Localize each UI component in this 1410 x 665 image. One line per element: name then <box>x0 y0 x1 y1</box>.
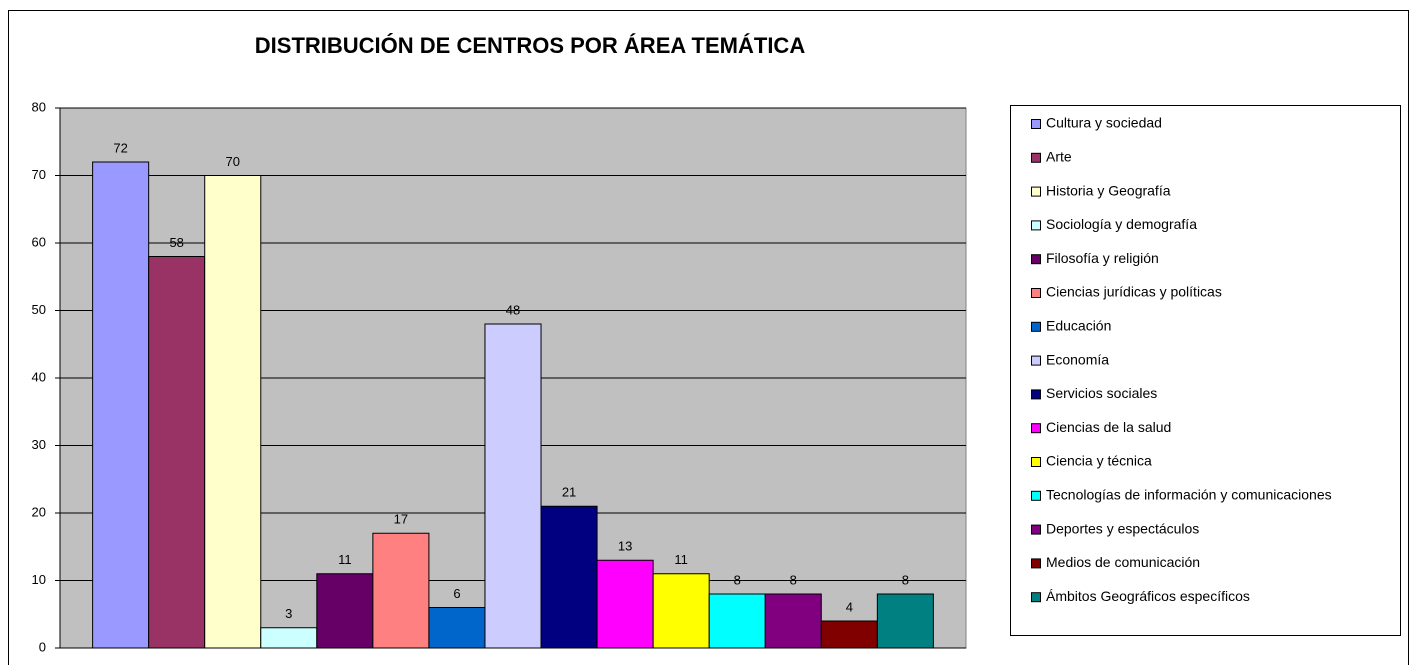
data-label: 8 <box>790 572 797 587</box>
bar <box>764 593 822 649</box>
data-label: 11 <box>338 552 352 567</box>
data-label: 8 <box>902 572 909 587</box>
data-label: 17 <box>394 512 408 527</box>
bar <box>652 573 710 649</box>
data-label: 3 <box>285 606 292 621</box>
legend-swatch <box>1031 558 1041 569</box>
y-tick-label: 80 <box>32 99 46 114</box>
bar <box>148 256 206 649</box>
legend-text: Sociología y demografía <box>1046 216 1197 232</box>
y-tick-label: 40 <box>32 369 46 384</box>
y-tick-label: 20 <box>32 504 46 519</box>
legend-text: Ciencia y técnica <box>1046 453 1152 469</box>
legend-swatch <box>1031 524 1041 535</box>
legend-text: Economía <box>1046 351 1109 367</box>
bar <box>876 593 934 649</box>
y-tick-label: 10 <box>32 572 46 587</box>
data-label: 72 <box>113 140 127 155</box>
legend-swatch <box>1031 288 1041 298</box>
legend-text: Filosofía y religión <box>1046 250 1159 266</box>
legend-text: Deportes y espectáculos <box>1046 520 1199 536</box>
legend-swatch <box>1031 321 1041 332</box>
legend-swatch <box>1031 457 1041 467</box>
legend-swatch <box>1031 220 1041 231</box>
legend-swatch <box>1031 389 1041 400</box>
bar <box>484 323 542 649</box>
chart-title: DISTRIBUCIÓN DE CENTROS POR ÁREA TEMÁTIC… <box>255 33 806 58</box>
legend-swatch <box>1031 254 1041 265</box>
data-label: 13 <box>618 539 632 554</box>
data-label: 21 <box>562 485 576 500</box>
legend <box>1010 105 1401 636</box>
y-tick-label: 60 <box>32 234 46 249</box>
y-tick-label: 30 <box>32 437 46 452</box>
data-label: 48 <box>506 302 520 317</box>
legend-swatch <box>1031 490 1041 501</box>
legend-swatch <box>1031 592 1041 603</box>
bar <box>92 161 150 649</box>
bar <box>428 607 486 649</box>
legend-swatch <box>1031 186 1041 197</box>
legend-text: Educación <box>1046 318 1111 334</box>
legend-text: Ciencias jurídicas y políticas <box>1046 284 1222 300</box>
legend-text: Cultura y sociedad <box>1046 115 1162 131</box>
bar <box>204 175 262 649</box>
legend-text: Servicios sociales <box>1046 385 1157 401</box>
bar <box>260 627 318 649</box>
data-label: 4 <box>846 599 853 614</box>
legend-text: Arte <box>1046 149 1072 165</box>
data-label: 8 <box>734 572 741 587</box>
legend-text: Historia y Geografía <box>1046 182 1171 198</box>
bar <box>596 559 654 649</box>
data-label: 11 <box>674 552 688 567</box>
legend-text: Ámbitos Geográficos específicos <box>1046 588 1250 604</box>
bar <box>316 573 374 649</box>
legend-text: Ciencias de la salud <box>1046 419 1171 435</box>
legend-swatch <box>1031 152 1041 163</box>
data-label: 6 <box>453 586 460 601</box>
bar <box>820 620 878 649</box>
legend-text: Tecnologías de información y comunicacio… <box>1046 487 1332 503</box>
legend-text: Medios de comunicación <box>1046 554 1200 570</box>
y-tick-label: 0 <box>39 639 46 654</box>
legend-swatch <box>1031 355 1041 366</box>
bar <box>540 505 598 649</box>
y-tick-label: 70 <box>32 167 46 182</box>
legend-swatch <box>1031 423 1041 434</box>
y-tick-label: 50 <box>32 302 46 317</box>
bar <box>372 532 430 649</box>
data-label: 70 <box>226 154 240 169</box>
data-label: 58 <box>169 235 183 250</box>
bar <box>708 593 766 649</box>
legend-swatch <box>1031 119 1041 129</box>
